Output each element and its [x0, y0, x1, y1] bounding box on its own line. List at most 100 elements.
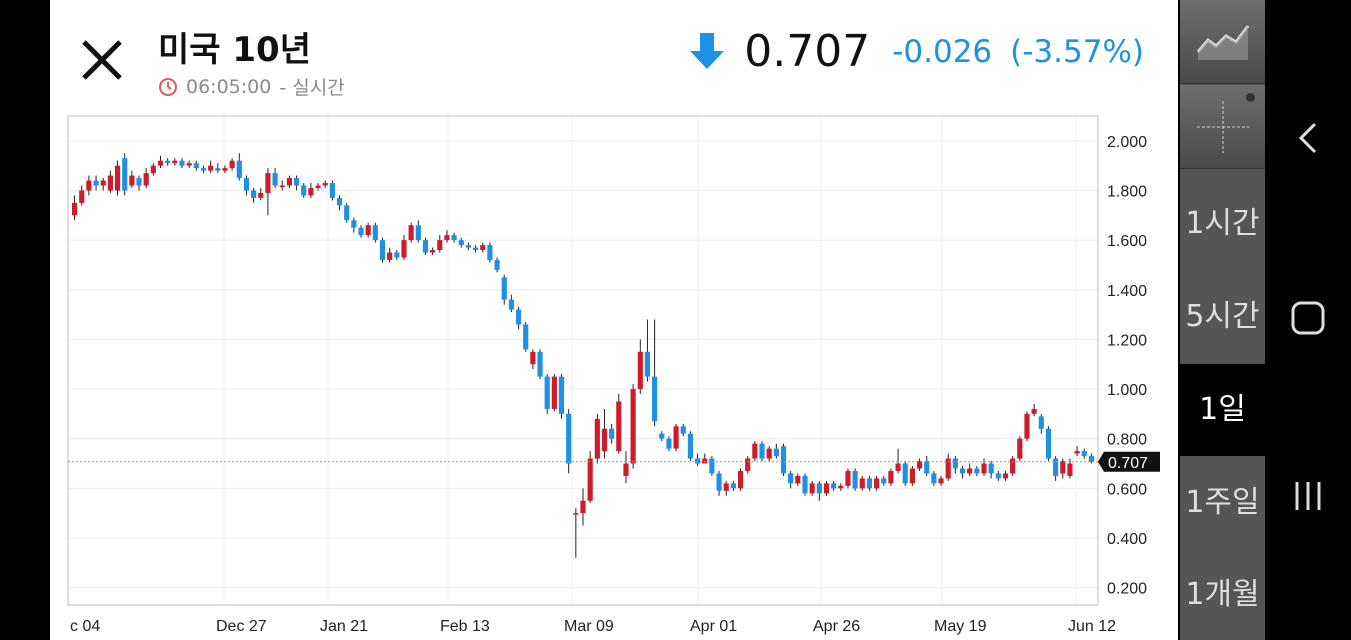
candle-body: [329, 183, 335, 198]
interval-1m[interactable]: 1개월: [1185, 577, 1260, 612]
candle: [551, 374, 557, 412]
candle: [408, 222, 414, 243]
candle-body: [594, 418, 600, 459]
candle: [795, 473, 801, 486]
last-price-tag: [1098, 451, 1160, 472]
candle-body: [952, 458, 958, 469]
candle-body: [501, 277, 507, 300]
candle-body: [494, 259, 500, 270]
candle-body: [551, 376, 557, 409]
candle-body: [100, 180, 106, 186]
candle: [272, 168, 278, 188]
candle-body: [379, 240, 386, 260]
recents-button[interactable]: [1265, 478, 1351, 514]
chart-type-button[interactable]: [1180, 0, 1265, 84]
candle-body: [523, 324, 529, 350]
candle-body: [709, 458, 715, 474]
candle-body: [301, 185, 307, 196]
candle: [580, 488, 586, 526]
candle: [1053, 456, 1059, 481]
candle-body: [766, 448, 772, 459]
x-tick-label: c 04: [70, 618, 100, 635]
candle: [859, 475, 865, 491]
candle: [72, 195, 78, 221]
home-icon: [1291, 301, 1325, 335]
candle-body: [881, 478, 887, 484]
candle-body: [931, 473, 937, 484]
interval-1d[interactable]: 1일: [1180, 364, 1265, 456]
interval-1w[interactable]: 1주일: [1185, 485, 1260, 520]
candle: [143, 168, 149, 188]
candle: [616, 394, 622, 454]
candle-body: [394, 252, 400, 258]
candle: [759, 441, 765, 462]
candle-body: [265, 173, 271, 193]
candle: [544, 374, 550, 414]
candle-body: [437, 240, 443, 251]
candle: [537, 349, 543, 380]
back-button[interactable]: [1265, 118, 1351, 158]
interval-5h[interactable]: 5시간: [1185, 299, 1260, 334]
candle-body: [823, 483, 830, 494]
indicator-dot: [1246, 93, 1255, 102]
candle: [666, 436, 672, 452]
crosshair-button[interactable]: [1180, 85, 1265, 169]
close-icon[interactable]: [78, 36, 126, 84]
candle: [114, 160, 121, 196]
candle: [916, 458, 923, 471]
candle-body: [616, 401, 622, 452]
candle: [959, 465, 966, 479]
candle-body: [1053, 458, 1059, 476]
candle: [315, 183, 321, 191]
recents-icon: [1295, 482, 1321, 510]
candle-body: [745, 458, 751, 471]
home-button[interactable]: [1265, 298, 1351, 338]
candle: [387, 247, 393, 263]
down-arrow-icon: [690, 32, 725, 69]
candle: [150, 163, 156, 176]
candle-body: [938, 478, 944, 484]
candle-body: [788, 473, 794, 484]
candle: [558, 374, 565, 419]
candle-body: [336, 197, 343, 206]
candle: [766, 446, 772, 462]
candlestick-chart[interactable]: 2.000 1.800 1.600 1.400 1.200 1.000 0.800 0.600…: [50, 108, 1178, 640]
price-group: 0.707 -0.026 (-3.57%): [690, 26, 1144, 77]
candle-body: [995, 473, 1001, 479]
candle: [895, 448, 901, 474]
candle: [530, 349, 536, 370]
candle-body: [1002, 473, 1009, 479]
candle: [487, 242, 493, 263]
candle-body: [243, 178, 250, 191]
candle: [730, 480, 736, 491]
x-tick-label: Mar 09: [564, 618, 614, 635]
candle-body: [773, 448, 779, 457]
candle: [358, 225, 364, 238]
candle-body: [974, 468, 980, 474]
candle: [995, 470, 1001, 481]
candle-body: [687, 433, 693, 459]
candle: [236, 153, 242, 181]
candle: [659, 431, 665, 442]
candle: [415, 220, 421, 243]
candle: [480, 242, 486, 253]
x-tick-label: Apr 26: [813, 618, 860, 635]
candle: [630, 384, 636, 469]
candle: [523, 322, 529, 352]
candle: [1074, 446, 1080, 457]
candle: [172, 158, 178, 166]
candle: [709, 456, 715, 476]
candle-body: [652, 376, 658, 422]
candle-body: [272, 173, 278, 186]
interval-1h[interactable]: 1시간: [1185, 206, 1260, 241]
candle: [251, 187, 257, 203]
candle: [308, 183, 314, 198]
candle: [437, 235, 443, 253]
candle-body: [387, 252, 393, 260]
candle: [902, 461, 908, 486]
chart-type-icon: [1196, 24, 1249, 60]
candle: [680, 423, 686, 437]
candle: [566, 408, 572, 474]
candle-body: [114, 165, 121, 191]
candle-body: [544, 376, 550, 409]
